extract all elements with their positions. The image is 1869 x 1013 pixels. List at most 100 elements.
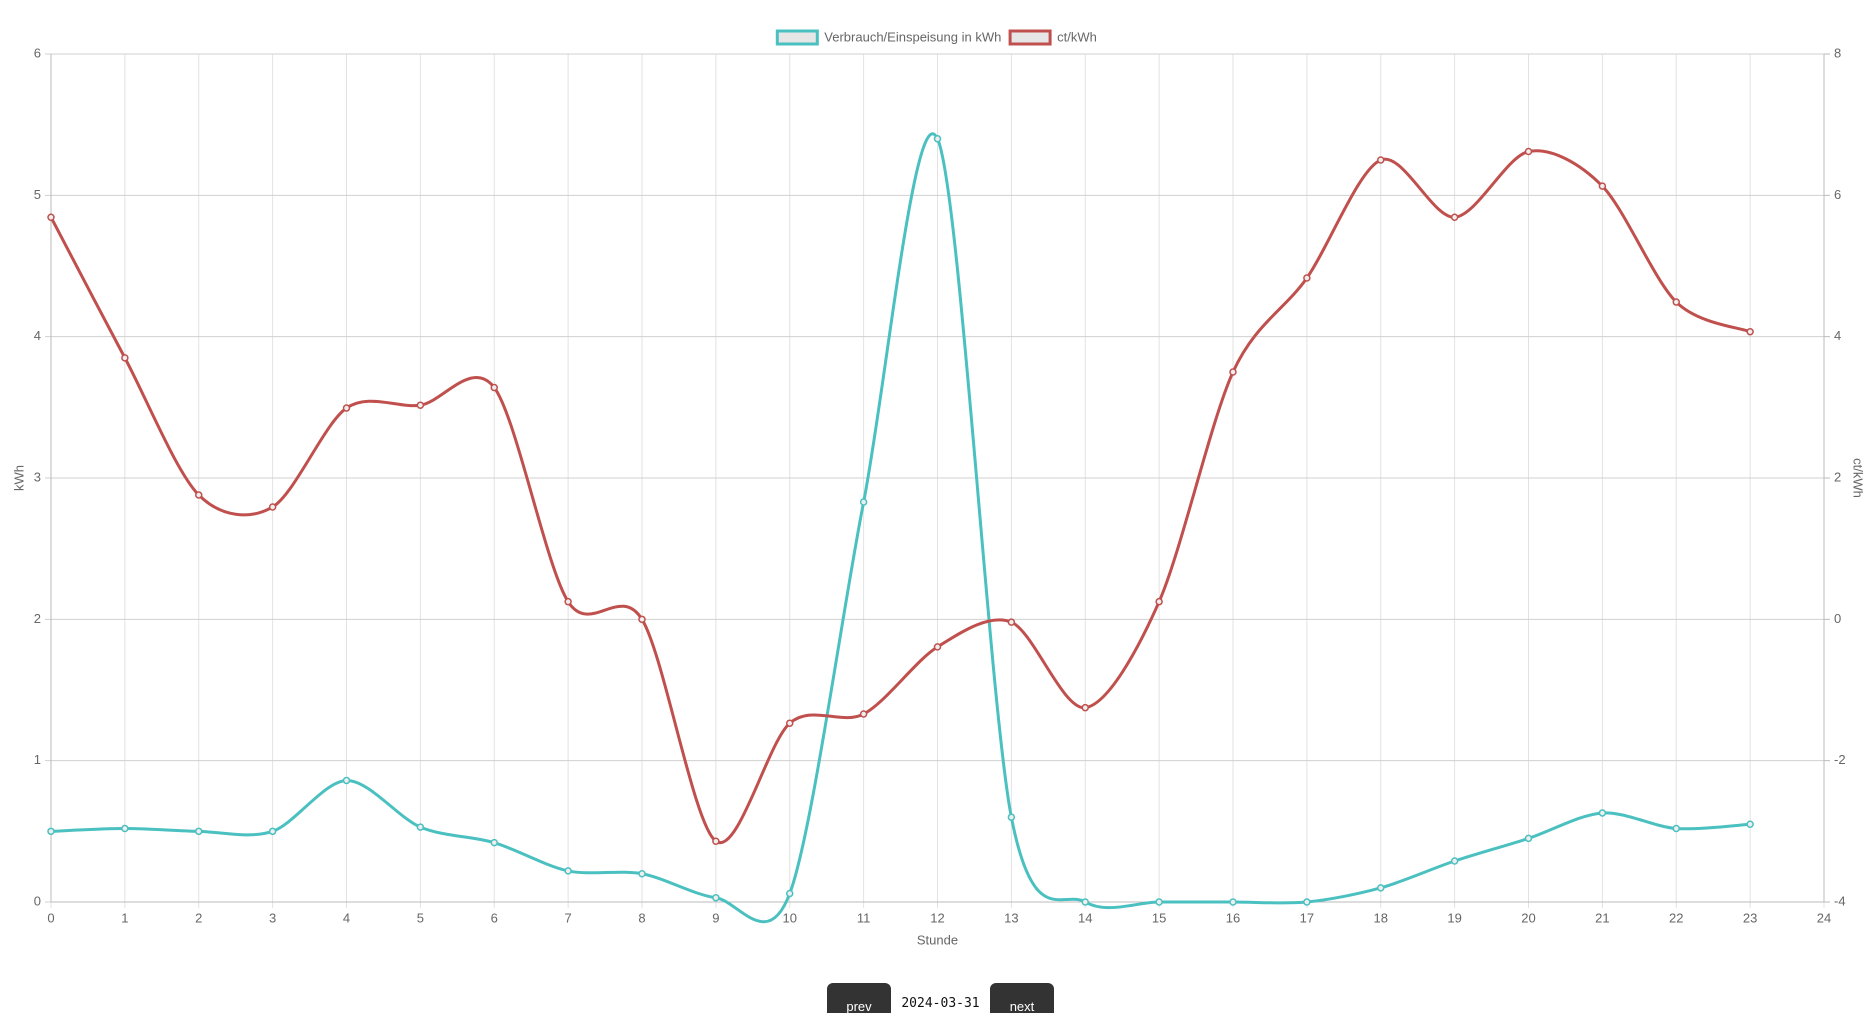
- x-tick-label: 4: [343, 910, 350, 925]
- legend-label: ct/kWh: [1057, 29, 1097, 44]
- point: [1450, 213, 1459, 221]
- point: [490, 838, 498, 847]
- x-tick-label: 18: [1374, 910, 1388, 925]
- x-tick-label: 22: [1669, 910, 1683, 925]
- point: [1450, 857, 1459, 865]
- point: [1524, 834, 1533, 843]
- point: [1672, 298, 1680, 306]
- point: [342, 776, 351, 785]
- x-tick-label: 1: [121, 910, 128, 925]
- point: [1746, 820, 1754, 829]
- point: [1155, 597, 1163, 606]
- y-tick-label: 1: [34, 752, 41, 767]
- x-tick-label: 23: [1743, 910, 1757, 925]
- x-tick-label: 5: [417, 910, 424, 925]
- point: [1377, 884, 1385, 892]
- prev-button[interactable]: prev: [827, 983, 891, 1013]
- x-tick-label: 6: [491, 910, 498, 925]
- y2-tick-label: -2: [1834, 752, 1846, 767]
- point: [1081, 898, 1089, 906]
- y2-axis-title: ct/kWh: [1851, 458, 1866, 498]
- point: [121, 824, 129, 833]
- y2-tick-label: -4: [1834, 893, 1846, 908]
- point: [1598, 809, 1607, 817]
- point: [195, 827, 203, 836]
- point: [268, 503, 277, 511]
- point: [859, 498, 868, 506]
- y-tick-label: 3: [34, 469, 41, 484]
- point: [1746, 327, 1754, 336]
- date-label: 2024-03-31: [901, 996, 980, 1011]
- x-tick-label: 17: [1300, 910, 1314, 925]
- point: [933, 643, 942, 651]
- point: [490, 383, 498, 392]
- point: [786, 889, 794, 898]
- point: [786, 719, 794, 727]
- point: [1081, 703, 1089, 712]
- next-button[interactable]: next: [990, 983, 1054, 1013]
- point: [1229, 898, 1237, 906]
- point: [564, 867, 572, 875]
- y2-tick-label: 6: [1834, 187, 1841, 202]
- x-tick-label: 13: [1004, 910, 1018, 925]
- point: [859, 710, 868, 718]
- y2-tick-label: 0: [1834, 611, 1841, 626]
- legend-swatch: [775, 29, 819, 46]
- x-tick-label: 20: [1521, 910, 1535, 925]
- point: [1598, 182, 1607, 190]
- point: [1229, 368, 1237, 376]
- chart: 0 1 2 3 4 5 6 7 8 9 10 11 12 13 14 15 16 17 18 19 20 21 22 23 24…: [11, 29, 1866, 947]
- legend-label: Verbrauch/Einspeisung in kWh: [824, 29, 1001, 44]
- x-tick-label: 9: [712, 910, 719, 925]
- x-tick-label: 8: [638, 910, 645, 925]
- point: [47, 213, 55, 221]
- x-tick-label: 14: [1078, 910, 1092, 925]
- point: [712, 837, 720, 845]
- x-tick-label: 19: [1447, 910, 1461, 925]
- point: [1007, 813, 1016, 821]
- point: [195, 491, 203, 499]
- point: [416, 823, 425, 831]
- x-tick-label: 3: [269, 910, 276, 925]
- point: [564, 597, 572, 606]
- point: [342, 404, 351, 412]
- point: [121, 354, 129, 362]
- navigation: prev 2024-03-31 next: [0, 983, 1869, 1013]
- y2-tick-label: 2: [1834, 469, 1841, 484]
- legend-swatch: [1008, 29, 1052, 46]
- y2-tick-label: 8: [1834, 45, 1841, 60]
- y-axis-title: kWh: [11, 465, 26, 491]
- x-tick-label: 12: [930, 910, 944, 925]
- x-tick-label: 10: [783, 910, 797, 925]
- point: [1007, 618, 1016, 626]
- x-tick-label: 21: [1595, 910, 1609, 925]
- series-line: [50, 132, 1751, 924]
- y-tick-label: 6: [34, 45, 41, 60]
- x-tick-label: 2: [195, 910, 202, 925]
- y-tick-label: 4: [34, 328, 41, 343]
- x-axis-title: Stunde: [917, 932, 958, 947]
- x-tick-label: 7: [565, 910, 572, 925]
- point: [1672, 824, 1680, 833]
- x-tick-label: 11: [857, 910, 871, 925]
- series-line: [49, 149, 1751, 845]
- point: [1155, 898, 1163, 906]
- point: [1524, 147, 1533, 156]
- point: [638, 615, 646, 624]
- x-tick-label: 16: [1226, 910, 1240, 925]
- point: [933, 135, 942, 143]
- point: [416, 401, 425, 409]
- x-tick-label: 24: [1817, 910, 1831, 925]
- point: [1303, 274, 1311, 282]
- y-tick-label: 5: [34, 187, 41, 202]
- point: [712, 894, 720, 902]
- y2-tick-label: 4: [1834, 328, 1841, 343]
- point: [1377, 156, 1385, 164]
- x-tick-label: 15: [1152, 910, 1166, 925]
- x-tick-label: 0: [47, 910, 54, 925]
- point: [1303, 898, 1311, 906]
- point: [47, 827, 55, 836]
- y-tick-label: 2: [34, 611, 41, 626]
- y-tick-label: 0: [34, 893, 41, 908]
